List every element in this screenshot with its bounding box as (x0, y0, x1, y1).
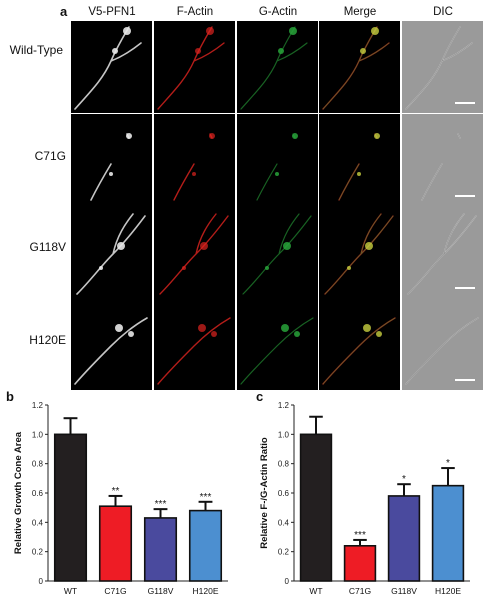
significance-marker: * (446, 458, 450, 469)
micrograph-g118v-dic (402, 206, 483, 298)
micrograph-h120e-v5 (71, 298, 152, 390)
bar-c71g (98, 505, 133, 582)
y-tick-label: 0.6 (278, 489, 290, 498)
y-tick-label: 0.4 (32, 518, 44, 527)
scale-bar (455, 194, 475, 197)
micrograph-g118v-merge (319, 206, 400, 298)
micrograph-wild-type-factin (154, 21, 235, 113)
growth-cone-area-chart: 0 0.2 0.4 0.6 0.8 1.0 1.2 Relative Growth Cone … (13, 401, 228, 596)
scale-bar (455, 286, 475, 289)
y-tick-label: 1.0 (278, 430, 290, 439)
x-tick-label: G118V (391, 586, 417, 596)
y-tick-label: 1.2 (278, 401, 290, 410)
micrograph-c71g-gactin (237, 114, 318, 206)
micrograph-g118v-factin (154, 206, 235, 298)
actin-ratio-chart: 0 0.2 0.4 0.6 0.8 1.0 1.2 Relative F-/G-Actin R… (259, 401, 470, 596)
row-label-wild-type: Wild-Type (9, 43, 63, 57)
micrograph-g118v-v5 (71, 206, 152, 298)
y-tick-label: 0 (39, 577, 44, 586)
bar-wt (299, 433, 333, 582)
bar-g118v (387, 495, 421, 582)
column-header-v5-pfn1: V5-PFN1 (88, 6, 136, 18)
micrograph-h120e-dic (402, 298, 483, 390)
micrograph-wild-type-dic (402, 21, 483, 113)
significance-marker: *** (200, 492, 212, 503)
micrograph-c71g-dic (402, 114, 483, 206)
micrograph-wild-type-merge (319, 21, 400, 113)
y-tick-label: 1.0 (32, 430, 44, 439)
micrograph-wild-type-v5 (71, 21, 152, 113)
x-tick-label: G118V (148, 586, 174, 596)
bar-c71g (343, 545, 377, 582)
micrograph-h120e-factin (154, 298, 235, 390)
x-tick-label: WT (309, 586, 322, 596)
column-header-dic: DIC (433, 6, 453, 18)
micrograph-c71g-factin (154, 114, 235, 206)
panel-b-letter: b (6, 389, 14, 404)
y-tick-label: 0.4 (278, 518, 290, 527)
bar-h120e (188, 509, 223, 582)
x-tick-label: C71G (349, 586, 371, 596)
column-header-g-actin: G-Actin (258, 6, 298, 18)
bar-g118v (143, 517, 178, 582)
y-tick-label: 0.8 (278, 460, 290, 469)
y-tick-label: 0.6 (32, 489, 44, 498)
micrograph-h120e-merge (319, 298, 400, 390)
x-tick-label: WT (64, 586, 77, 596)
scale-bar (455, 378, 475, 381)
panel-c-letter: c (256, 389, 264, 404)
micrograph-h120e-gactin (237, 298, 318, 390)
significance-marker: *** (155, 499, 167, 510)
bar-h120e (431, 484, 465, 582)
micrograph-wild-type-gactin (237, 21, 318, 113)
row-label-h120e: H120E (29, 333, 66, 347)
column-header-merge: Merge (343, 6, 377, 18)
micrograph-c71g-v5 (71, 114, 152, 206)
y-tick-label: 0.2 (278, 548, 290, 557)
x-tick-label: C71G (104, 586, 126, 596)
y-tick-label: 0.2 (32, 548, 44, 557)
significance-marker: ** (112, 486, 120, 497)
scale-bar (455, 101, 475, 104)
y-axis-label: Relative F-/G-Actin Ratio (259, 437, 270, 549)
micrograph-c71g-merge (319, 114, 400, 206)
panel-a-letter: a (60, 4, 68, 19)
row-label-g118v: G118V (29, 240, 66, 254)
y-tick-label: 0 (285, 577, 290, 586)
x-tick-label: H120E (193, 586, 219, 596)
micrograph-g118v-gactin (237, 206, 318, 298)
column-header-f-actin: F-Actin (176, 6, 214, 18)
row-label-c71g: C71G (34, 149, 66, 163)
y-tick-label: 1.2 (32, 401, 44, 410)
y-axis-label: Relative Growth Cone Area (13, 431, 24, 554)
significance-marker: * (402, 474, 406, 485)
significance-marker: *** (354, 530, 366, 541)
x-tick-label: H120E (435, 586, 461, 596)
bar-wt (53, 433, 88, 582)
y-tick-label: 0.8 (32, 460, 44, 469)
